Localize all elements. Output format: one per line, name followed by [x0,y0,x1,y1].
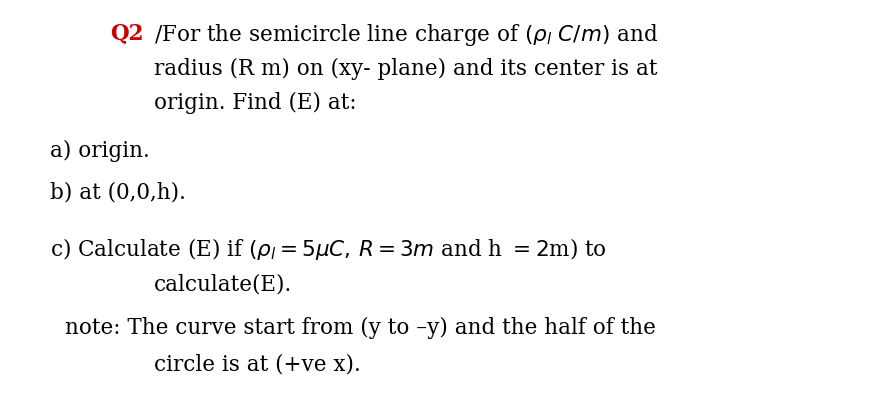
Text: radius (R m) on (xy- plane) and its center is at: radius (R m) on (xy- plane) and its cent… [154,58,658,80]
Text: a) origin.: a) origin. [50,140,150,162]
Text: b) at (0,0,h).: b) at (0,0,h). [50,182,186,203]
Text: note: The curve start from (y to –y) and the half of the: note: The curve start from (y to –y) and… [65,316,656,338]
Text: calculate(E).: calculate(E). [154,272,292,294]
Text: Q2: Q2 [110,22,143,44]
Text: c) Calculate (E) if $( \rho_l = 5\mu C ,\,R = 3m$ and h $= 2$m) to: c) Calculate (E) if $( \rho_l = 5\mu C ,… [50,235,607,261]
Text: origin. Find (E) at:: origin. Find (E) at: [154,92,356,114]
Text: /For the semicircle line charge of $(\rho_l\ C/m)$ and: /For the semicircle line charge of $(\rh… [154,22,658,48]
Text: circle is at (+ve x).: circle is at (+ve x). [154,352,361,374]
